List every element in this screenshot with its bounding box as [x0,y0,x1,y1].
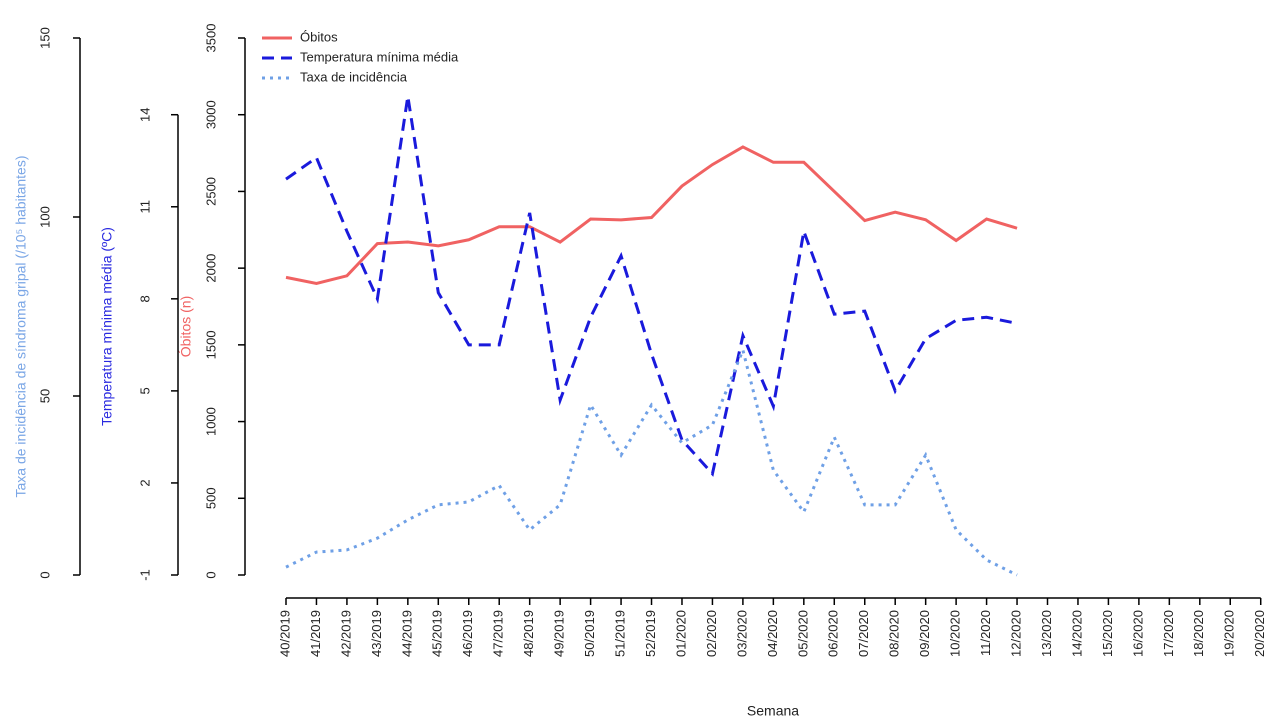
x-tick-label: 15/2020 [1100,610,1115,657]
series-line [285,96,1018,477]
y-tick-label: 1000 [203,407,218,436]
y-tick-label: 2500 [203,177,218,206]
y-tick-label: 8 [137,295,152,302]
x-tick-label: 47/2019 [491,610,506,657]
x-tick-label: 41/2019 [308,610,323,657]
y-tick-label: 100 [37,206,52,228]
y-tick-label: 2 [137,479,152,486]
x-tick-label: 01/2020 [673,610,688,657]
y-tick-label: 50 [37,389,52,403]
y-tick-label: 11 [137,200,152,214]
x-tick-label: 02/2020 [704,610,719,657]
x-tick-label: 40/2019 [277,610,292,657]
x-tick-label: 14/2020 [1069,610,1084,657]
x-tick-label: 49/2019 [552,610,567,657]
x-tick-label: 17/2020 [1161,610,1176,657]
x-tick-label: 18/2020 [1191,610,1206,657]
legend-label: Temperatura mínima média [300,49,459,64]
series-line [285,145,1018,286]
y-tick-label: 150 [37,27,52,49]
y-tick-label: 14 [137,107,152,121]
x-tick-label: 16/2020 [1130,610,1145,657]
x-tick-label: 11/2020 [978,610,993,656]
y-axis-title: Óbitos (n) [178,296,194,357]
x-tick-label: 52/2019 [643,610,658,657]
series-line [285,345,1018,577]
x-tick-label: 06/2020 [826,610,841,657]
x-tick-label: 12/2020 [1008,610,1023,657]
x-tick-label: 03/2020 [734,610,749,657]
x-tick-label: 42/2019 [338,610,353,657]
x-tick-label: 10/2020 [948,610,963,657]
x-tick-label: 44/2019 [399,610,414,657]
y-tick-label: 1500 [203,330,218,359]
y-tick-label: 3000 [203,100,218,129]
x-tick-label: 04/2020 [765,610,780,657]
y-axis-title: Taxa de incidência de síndroma gripal (/… [13,155,29,497]
x-tick-label: 08/2020 [887,610,902,657]
x-tick-label: 43/2019 [369,610,384,657]
x-tick-label: 20/2020 [1252,610,1267,657]
x-tick-label: 51/2019 [612,610,627,657]
x-tick-label: 46/2019 [460,610,475,657]
y-tick-label: -1 [137,569,152,581]
x-tick-label: 13/2020 [1039,610,1054,657]
y-axis-title: Temperatura mínima média (ºC) [99,227,115,426]
x-tick-label: 19/2020 [1222,610,1237,657]
x-tick-label: 07/2020 [856,610,871,657]
y-tick-label: 2000 [203,254,218,283]
y-tick-label: 3500 [203,24,218,53]
x-tick-label: 50/2019 [582,610,597,657]
x-tick-label: 45/2019 [430,610,445,657]
x-tick-label: 05/2020 [795,610,810,657]
x-tick-label: 48/2019 [521,610,536,657]
y-tick-label: 0 [203,571,218,578]
x-axis-title: Semana [747,703,799,719]
legend-label: Taxa de incidência [300,69,408,84]
legend-label: Óbitos [300,29,338,44]
y-tick-label: 5 [137,387,152,394]
y-tick-label: 0 [37,571,52,578]
y-tick-label: 500 [203,487,218,509]
x-tick-label: 09/2020 [917,610,932,657]
